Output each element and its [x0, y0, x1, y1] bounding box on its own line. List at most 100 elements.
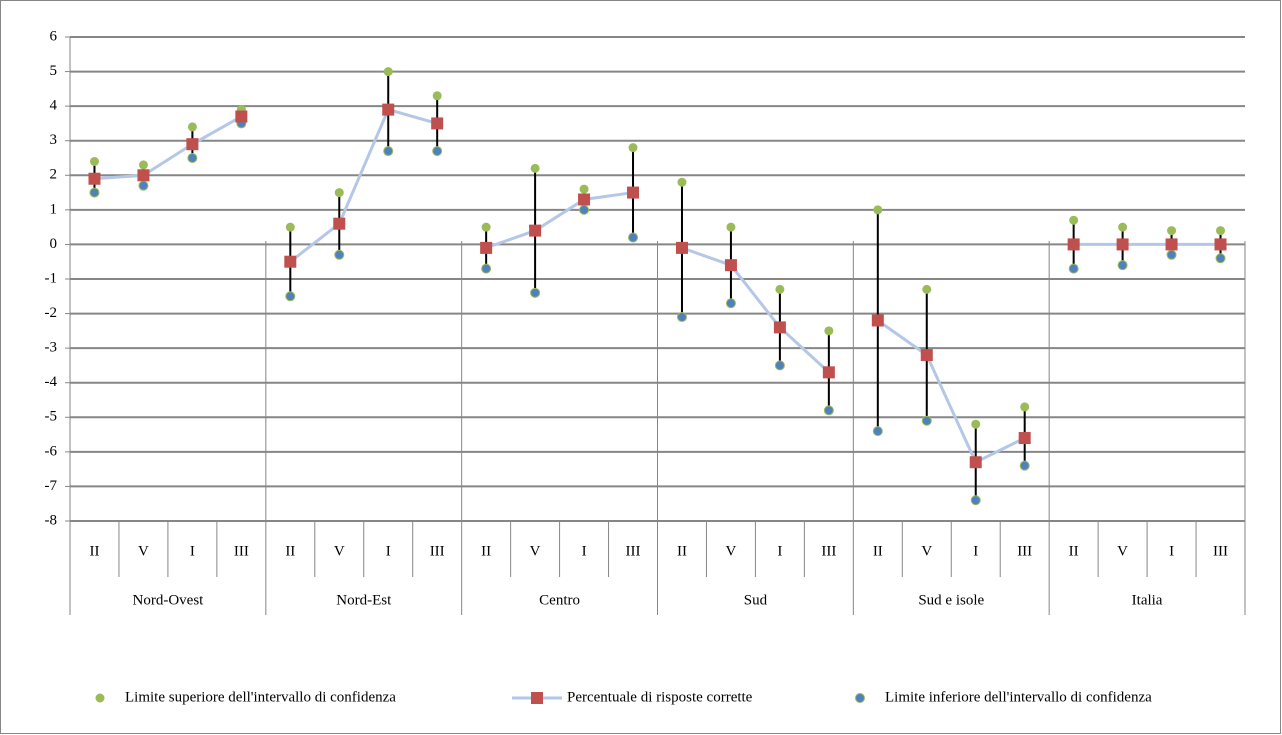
x-tick-label: I [973, 543, 978, 559]
point-marker [382, 103, 395, 116]
x-tick-label: V [921, 543, 932, 559]
y-tick-label: -6 [45, 443, 58, 459]
point-marker [970, 495, 981, 506]
x-tick-label: V [138, 543, 149, 559]
y-tick-label: -4 [45, 374, 58, 390]
x-tick-label: V [1117, 543, 1128, 559]
x-tick-label: III [430, 543, 445, 559]
series-line [94, 115, 243, 181]
point-marker [1165, 238, 1178, 251]
point-marker [676, 312, 687, 323]
point-marker [1019, 460, 1030, 471]
series-line [485, 191, 634, 250]
series-line [876, 319, 1026, 465]
x-tick-label: II [89, 543, 99, 559]
point-marker [88, 172, 101, 185]
y-tick-label: 4 [50, 98, 58, 114]
point-marker [89, 156, 99, 166]
point-marker [969, 456, 982, 469]
x-tick-label: V [530, 543, 541, 559]
point-marker [138, 160, 148, 170]
x-tick-label: III [821, 543, 836, 559]
x-tick-label: II [873, 543, 883, 559]
point-marker [1118, 222, 1128, 232]
point-marker [677, 177, 687, 187]
x-tick-label: II [481, 543, 491, 559]
x-tick-label: I [777, 543, 782, 559]
point-marker [1214, 238, 1227, 251]
y-tick-label: 2 [50, 167, 58, 183]
y-tick-label: -5 [45, 409, 58, 425]
y-tick-label: 0 [50, 236, 58, 252]
point-marker [235, 110, 248, 123]
y-tick-label: -1 [45, 270, 58, 286]
point-marker [578, 193, 591, 206]
point-marker [871, 314, 884, 327]
point-marker [1069, 215, 1079, 225]
point-marker [872, 426, 883, 437]
legend-label: Limite superiore dell'intervallo di conf… [125, 689, 396, 705]
point-marker [971, 419, 981, 429]
point-marker [187, 153, 198, 163]
point-marker [921, 415, 932, 426]
y-tick-label: 1 [50, 201, 58, 217]
point-marker [432, 91, 442, 101]
x-tick-label: I [386, 543, 391, 559]
x-tick-label: III [1213, 543, 1228, 559]
point-marker [1020, 402, 1030, 412]
x-tick-label: II [677, 543, 687, 559]
point-marker [775, 284, 785, 294]
point-marker [530, 163, 540, 173]
point-marker [1167, 226, 1177, 236]
x-tick-label: I [1169, 543, 1174, 559]
point-marker [627, 186, 640, 199]
point-marker [1216, 226, 1226, 236]
legend-marker [531, 692, 543, 704]
point-marker [334, 188, 344, 198]
point-marker [920, 349, 933, 362]
x-tick-label: III [626, 543, 641, 559]
point-marker [774, 360, 785, 371]
point-marker [137, 169, 150, 182]
group-label: Nord-Est [336, 592, 392, 608]
legend-marker [95, 693, 105, 703]
y-tick-label: 5 [50, 63, 58, 79]
point-marker [824, 326, 834, 336]
point-marker [823, 405, 834, 416]
x-tick-label: I [190, 543, 195, 559]
point-marker [530, 287, 541, 298]
point-marker [481, 222, 491, 232]
legend-label: Limite inferiore dell'intervallo di conf… [885, 689, 1152, 705]
point-marker [725, 298, 736, 309]
x-tick-label: II [285, 543, 295, 559]
point-marker [1215, 253, 1226, 264]
point-marker [579, 184, 589, 194]
y-tick-label: -3 [45, 340, 58, 356]
y-tick-label: -2 [45, 305, 58, 321]
point-marker [187, 122, 197, 132]
group-label: Sud e isole [918, 592, 984, 608]
point-marker [579, 204, 590, 215]
point-marker [284, 255, 297, 268]
point-marker [334, 249, 345, 260]
x-tick-label: V [726, 543, 737, 559]
point-marker [628, 232, 639, 243]
point-marker [1166, 249, 1177, 260]
point-marker [1068, 263, 1079, 274]
group-label: Centro [539, 592, 580, 608]
point-marker [529, 224, 542, 237]
point-marker [481, 263, 492, 274]
legend-label: Percentuale di risposte corrette [567, 689, 753, 705]
group-label: Nord-Ovest [133, 592, 205, 608]
point-marker [285, 291, 296, 302]
point-marker [822, 366, 835, 379]
point-marker [726, 222, 736, 232]
x-tick-label: V [334, 543, 345, 559]
series-line [289, 107, 438, 263]
y-tick-label: -8 [45, 512, 58, 528]
point-marker [773, 321, 786, 334]
point-marker [383, 146, 394, 157]
point-marker [873, 205, 883, 215]
point-marker [432, 146, 443, 157]
